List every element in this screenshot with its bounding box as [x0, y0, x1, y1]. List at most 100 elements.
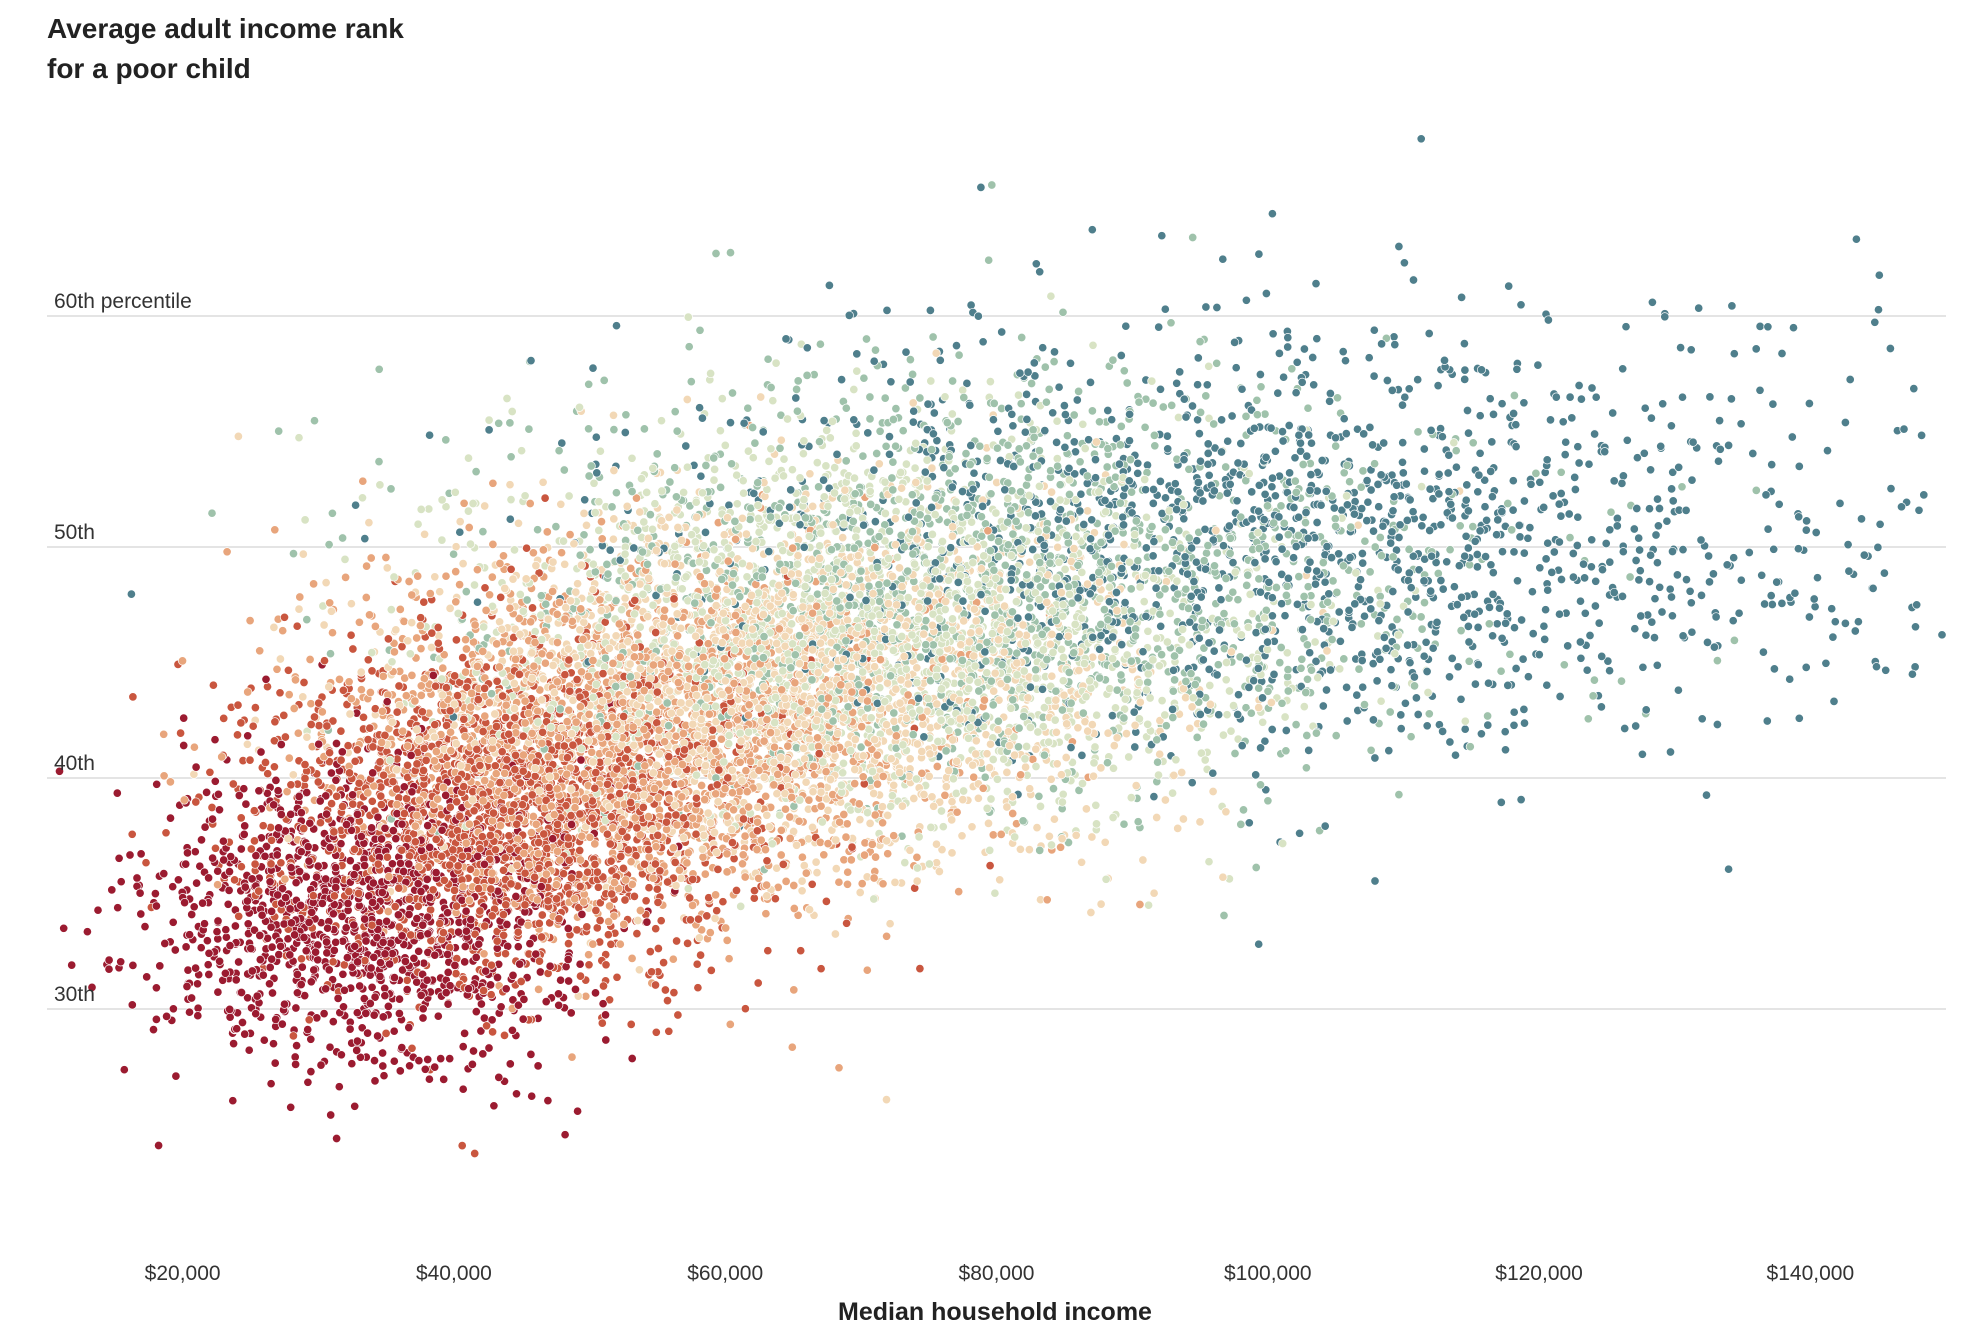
data-points	[54, 134, 1947, 1159]
data-point	[770, 473, 780, 483]
data-point	[228, 1096, 238, 1106]
data-point	[608, 410, 619, 420]
data-point	[513, 942, 523, 952]
data-point	[1497, 633, 1507, 643]
data-point	[336, 726, 346, 736]
data-point	[275, 654, 285, 664]
data-point	[1363, 497, 1373, 507]
data-point	[1487, 437, 1497, 447]
data-point	[668, 954, 678, 964]
data-point	[606, 939, 616, 949]
data-point	[460, 1028, 470, 1038]
data-point	[961, 449, 971, 459]
data-point	[1424, 328, 1434, 339]
data-point	[1389, 332, 1399, 342]
data-point	[1937, 630, 1947, 640]
data-point	[1881, 665, 1891, 675]
data-point	[292, 621, 302, 631]
data-point	[670, 463, 680, 473]
data-point	[602, 559, 612, 569]
data-point	[219, 713, 229, 723]
data-point	[471, 467, 481, 477]
data-point	[1480, 502, 1490, 512]
data-point	[112, 788, 122, 798]
data-point	[459, 498, 469, 508]
data-point	[1373, 479, 1383, 489]
data-point	[451, 969, 461, 979]
data-point	[289, 703, 299, 714]
data-point	[389, 647, 399, 657]
data-point	[1516, 795, 1526, 805]
data-point	[1459, 612, 1469, 622]
data-point	[499, 1030, 510, 1040]
data-point	[433, 1011, 443, 1021]
data-point	[1107, 711, 1117, 721]
data-point	[740, 1004, 750, 1014]
data-point	[1426, 586, 1436, 596]
data-point	[1561, 437, 1571, 447]
data-point	[324, 540, 334, 550]
data-point	[1634, 575, 1644, 585]
data-point	[296, 954, 307, 964]
data-point	[370, 1076, 380, 1086]
data-point	[407, 670, 417, 680]
data-point	[715, 426, 725, 436]
data-point	[1108, 355, 1118, 365]
data-point	[1621, 322, 1631, 332]
data-point	[584, 960, 594, 970]
data-point	[505, 514, 515, 524]
data-point	[245, 755, 255, 765]
data-point	[1369, 371, 1379, 381]
data-point	[173, 875, 183, 885]
data-point	[1874, 270, 1884, 280]
data-point	[150, 889, 160, 899]
data-point	[1417, 624, 1427, 634]
data-point	[1277, 698, 1287, 708]
data-point	[585, 545, 595, 555]
data-point	[1437, 432, 1447, 442]
data-point	[1386, 665, 1396, 675]
data-point	[1052, 454, 1062, 464]
data-point	[1801, 662, 1811, 672]
data-point	[1460, 716, 1470, 726]
data-point	[1558, 417, 1568, 427]
data-point	[737, 859, 748, 869]
data-point	[1074, 386, 1084, 396]
data-point	[1150, 441, 1160, 451]
data-point	[1464, 637, 1474, 647]
data-point	[181, 859, 191, 869]
data-point	[611, 321, 622, 331]
data-point	[1652, 660, 1662, 670]
data-point	[627, 1053, 637, 1064]
data-point	[1147, 376, 1157, 386]
data-point	[1677, 392, 1688, 402]
data-point	[973, 793, 983, 803]
data-point	[1705, 392, 1715, 402]
data-point	[479, 1013, 489, 1023]
data-point	[299, 677, 309, 688]
data-point	[702, 911, 712, 921]
data-point	[1369, 325, 1379, 335]
data-point	[838, 533, 848, 543]
data-point	[993, 426, 1003, 436]
data-point	[814, 437, 825, 447]
data-point	[1755, 385, 1765, 395]
data-point	[1193, 353, 1203, 363]
data-point	[1665, 584, 1675, 594]
data-point	[1460, 374, 1470, 384]
data-point	[1416, 612, 1426, 622]
data-point	[588, 363, 598, 373]
data-point	[449, 549, 459, 559]
data-point	[1305, 648, 1315, 658]
data-point	[865, 392, 875, 402]
data-point	[1476, 729, 1486, 739]
data-point	[1640, 403, 1650, 413]
data-point	[575, 959, 585, 969]
data-point	[1487, 492, 1497, 502]
data-point	[1419, 444, 1429, 454]
data-point	[1119, 819, 1129, 829]
data-point	[1339, 654, 1349, 664]
data-point	[831, 864, 841, 874]
data-point	[837, 375, 847, 385]
